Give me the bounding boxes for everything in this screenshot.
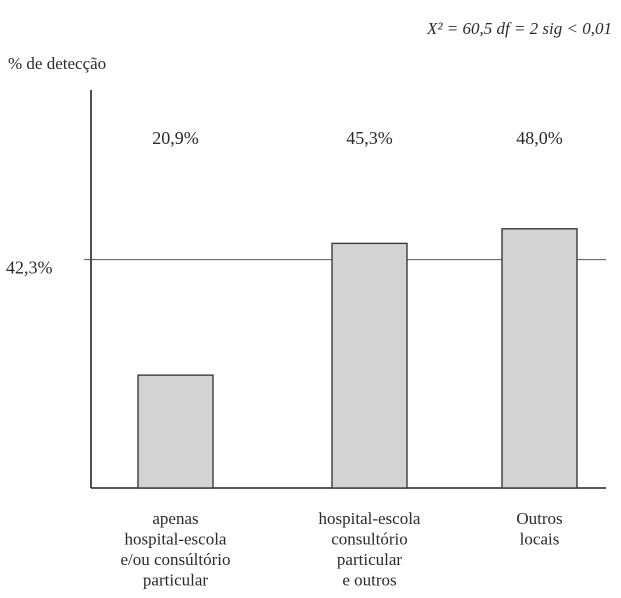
category-label-2: hospital-escola consultório particular e ou… bbox=[319, 509, 421, 590]
bar-1 bbox=[137, 374, 214, 489]
bars-group bbox=[137, 228, 578, 489]
category-label-line: e outros bbox=[342, 571, 396, 590]
value-label-1: 20,9% bbox=[152, 128, 199, 148]
category-label-line: consultório bbox=[331, 530, 408, 549]
chi-square-annotation: X² = 60,5 df = 2 sig < 0,01 bbox=[426, 19, 612, 38]
category-label-1: apenas hospital-escola e/ou consúltório par… bbox=[120, 509, 230, 590]
value-label-2: 45,3% bbox=[346, 128, 393, 148]
bar-2 bbox=[331, 242, 408, 489]
y-axis-label: % de detecção bbox=[8, 54, 106, 73]
category-label-line: hospital-escola bbox=[319, 509, 421, 528]
category-label-line: hospital-escola bbox=[125, 530, 227, 549]
category-label-line: particular bbox=[337, 550, 402, 569]
category-label-line: locais bbox=[520, 530, 560, 549]
value-labels-group: 20,9% 45,3% 48,0% bbox=[152, 128, 563, 148]
category-label-line: Outros bbox=[516, 509, 562, 528]
category-label-3: Outros locais bbox=[516, 509, 562, 549]
category-label-line: apenas bbox=[152, 509, 198, 528]
category-label-line: e/ou consúltório bbox=[120, 550, 230, 569]
value-label-3: 48,0% bbox=[516, 128, 563, 148]
bar-3 bbox=[501, 228, 578, 489]
category-label-line: particular bbox=[143, 571, 208, 590]
category-labels-group: apenas hospital-escola e/ou consúltório par… bbox=[120, 509, 562, 590]
reference-line-label: 42,3% bbox=[6, 258, 53, 278]
